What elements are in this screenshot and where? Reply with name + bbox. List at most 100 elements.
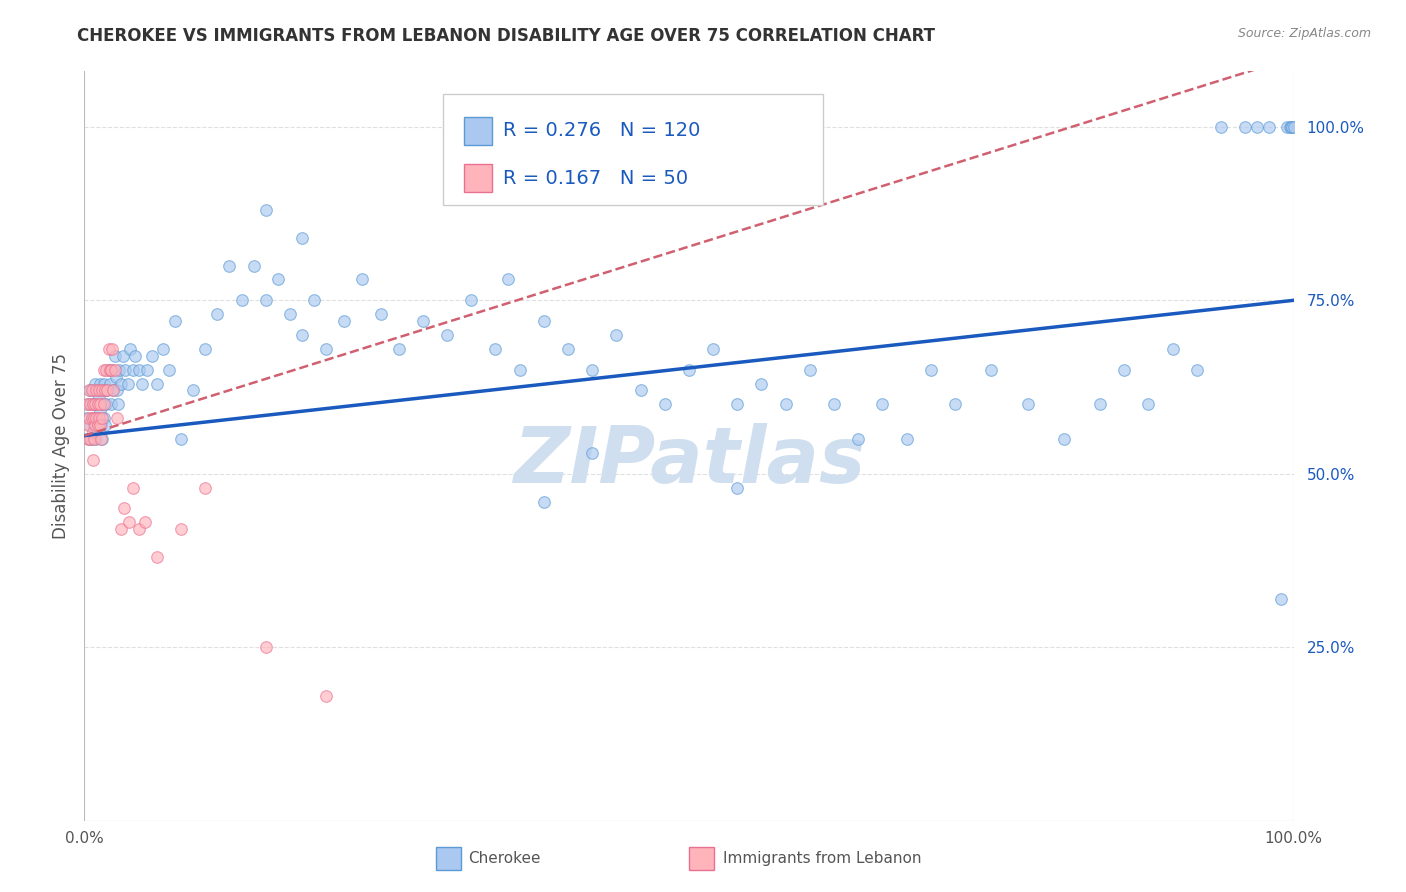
Point [581,362,603,376]
Point [181,384,204,398]
Point [291,231,314,245]
Point [388,342,411,356]
Point [104,349,127,363]
Point [86,384,108,398]
Point [128,362,150,376]
Point [79,384,101,398]
Point [94,384,117,398]
Point [1282,120,1305,134]
Point [315,342,337,356]
Point [460,293,482,308]
Point [114,362,136,376]
Point [846,432,869,446]
Point [146,549,169,564]
Point [87,411,110,425]
Point [333,314,356,328]
Point [112,349,135,363]
Point [96,384,118,398]
Point [121,362,143,376]
Point [91,411,114,425]
Point [76,397,98,411]
Point [77,397,100,411]
Point [91,397,114,411]
Point [87,418,110,433]
Point [751,376,773,391]
Point [1246,120,1268,134]
Point [533,314,555,328]
Point [605,328,627,343]
Point [94,384,117,398]
Point [231,293,253,308]
Point [90,432,112,446]
Point [207,307,229,321]
Point [131,376,153,391]
Point [77,384,100,398]
Point [87,391,110,405]
Text: R = 0.167   N = 50: R = 0.167 N = 50 [503,169,689,187]
Point [84,418,107,433]
Point [91,432,114,446]
Point [101,342,124,356]
Point [79,397,101,411]
Point [86,397,108,411]
Point [267,272,290,286]
Point [120,342,142,356]
Point [654,397,676,411]
Point [775,397,797,411]
Point [112,501,135,516]
Point [86,432,108,446]
Point [77,432,100,446]
Point [84,376,107,391]
Point [678,362,700,376]
Point [89,397,111,411]
Point [702,342,724,356]
Point [557,342,579,356]
Point [97,342,120,356]
Point [533,494,555,508]
Point [105,384,128,398]
Point [83,397,105,411]
Point [1017,397,1039,411]
Point [278,307,301,321]
Point [1281,120,1303,134]
Point [291,328,314,343]
Point [165,314,187,328]
Point [1088,397,1111,411]
Point [725,481,748,495]
Point [80,384,103,398]
Point [93,411,115,425]
Text: ZIPatlas: ZIPatlas [513,423,865,499]
Point [93,397,115,411]
Text: Immigrants from Lebanon: Immigrants from Lebanon [723,851,921,865]
Point [93,376,115,391]
Point [170,522,193,536]
Point [84,397,107,411]
Point [103,384,125,398]
Point [89,404,111,418]
Point [80,397,103,411]
Point [315,689,337,703]
Point [76,411,98,425]
Point [86,411,108,425]
Point [136,362,159,376]
Point [352,272,374,286]
Point [157,362,180,376]
Point [107,397,129,411]
Point [80,411,103,425]
Point [134,516,156,530]
Point [124,349,146,363]
Point [80,432,103,446]
Point [94,418,117,433]
Point [170,432,193,446]
Point [77,432,100,446]
Point [89,376,111,391]
Text: Source: ZipAtlas.com: Source: ZipAtlas.com [1237,27,1371,40]
Point [242,259,264,273]
Y-axis label: Disability Age Over 75: Disability Age Over 75 [52,353,70,539]
Point [94,397,117,411]
Point [725,397,748,411]
Point [103,384,125,398]
Point [254,203,277,218]
Point [218,259,240,273]
Point [920,362,942,376]
